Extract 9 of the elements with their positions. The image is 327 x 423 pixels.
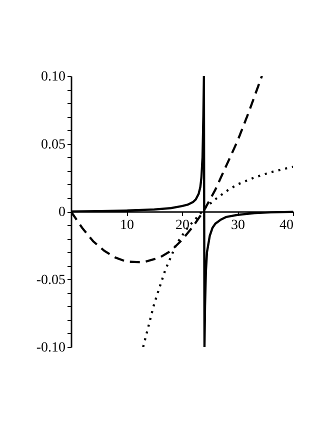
x-tick-label: 40 bbox=[280, 218, 294, 233]
x-tick-label: 10 bbox=[120, 218, 134, 233]
y-tick-label: -0.05 bbox=[36, 272, 66, 288]
y-tick-label: 0.10 bbox=[41, 70, 66, 84]
y-tick-label: -0.10 bbox=[36, 340, 66, 356]
y-tick-label: 0.05 bbox=[41, 137, 66, 152]
x-tick-label: 20 bbox=[176, 218, 190, 233]
y-tick-label: 0 bbox=[58, 205, 66, 220]
x-tick-label: 30 bbox=[231, 218, 245, 233]
